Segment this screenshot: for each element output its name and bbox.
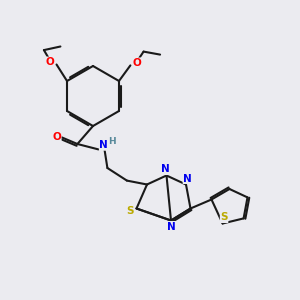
Text: N: N xyxy=(99,140,108,150)
Text: N: N xyxy=(183,173,192,184)
Text: O: O xyxy=(133,58,141,68)
Text: O: O xyxy=(46,57,54,67)
Text: N: N xyxy=(167,221,176,232)
Text: S: S xyxy=(220,212,228,223)
Text: O: O xyxy=(52,131,61,142)
Text: N: N xyxy=(160,164,169,175)
Text: S: S xyxy=(126,206,134,217)
Text: H: H xyxy=(108,137,116,146)
